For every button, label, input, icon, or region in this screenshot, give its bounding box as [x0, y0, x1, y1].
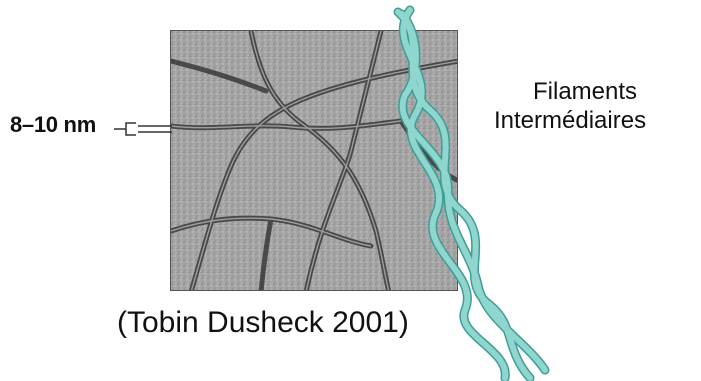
- filament-label-line2: Intermédiaires: [494, 107, 647, 134]
- citation: (Tobin Dusheck 2001): [117, 306, 409, 339]
- filament-label: Filaments Intermédiaires: [494, 77, 701, 135]
- filament-label-line1: Filaments: [533, 78, 638, 105]
- scale-bracket-icon: [114, 122, 172, 136]
- scale-label: 8–10 nm: [10, 112, 96, 137]
